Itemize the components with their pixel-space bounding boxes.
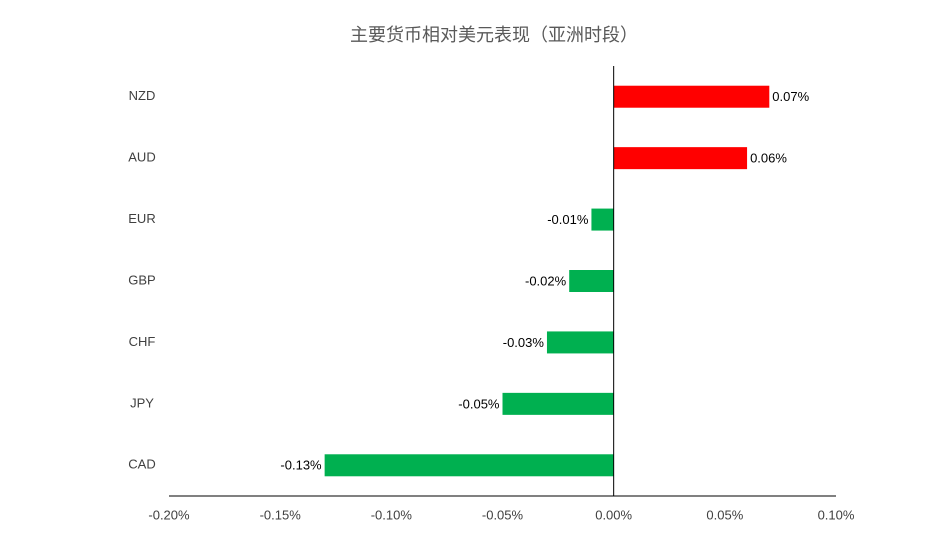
x-tick-label: -0.05% <box>482 507 524 522</box>
bar <box>546 331 614 354</box>
bar <box>502 392 614 415</box>
bar <box>591 208 614 231</box>
bar <box>569 270 614 292</box>
y-tick-label: GBP <box>128 272 155 287</box>
value-label: 0.07% <box>772 89 809 104</box>
y-tick-label: CAD <box>128 457 155 472</box>
y-tick-label: NZD <box>129 88 156 103</box>
bar <box>613 147 748 170</box>
x-tick-label: -0.15% <box>260 507 302 522</box>
value-label: -0.02% <box>525 273 567 288</box>
value-label: -0.03% <box>503 335 545 350</box>
value-label: -0.05% <box>458 396 500 411</box>
x-tick-label: 0.10% <box>818 507 855 522</box>
bar <box>613 85 770 108</box>
value-label: -0.13% <box>280 458 322 473</box>
value-label: -0.01% <box>547 212 589 227</box>
x-tick-label: 0.00% <box>595 507 632 522</box>
x-tick-label: 0.05% <box>706 507 743 522</box>
value-label: 0.06% <box>750 151 787 166</box>
chart-title: 主要货币相对美元表现（亚洲时段） <box>350 25 638 45</box>
y-tick-label: JPY <box>130 395 154 410</box>
x-tick-label: -0.20% <box>148 507 190 522</box>
x-tick-label: -0.10% <box>371 507 413 522</box>
bar <box>324 454 614 477</box>
y-tick-label: EUR <box>128 211 155 226</box>
y-tick-label: CHF <box>129 334 156 349</box>
y-tick-label: AUD <box>128 150 155 165</box>
